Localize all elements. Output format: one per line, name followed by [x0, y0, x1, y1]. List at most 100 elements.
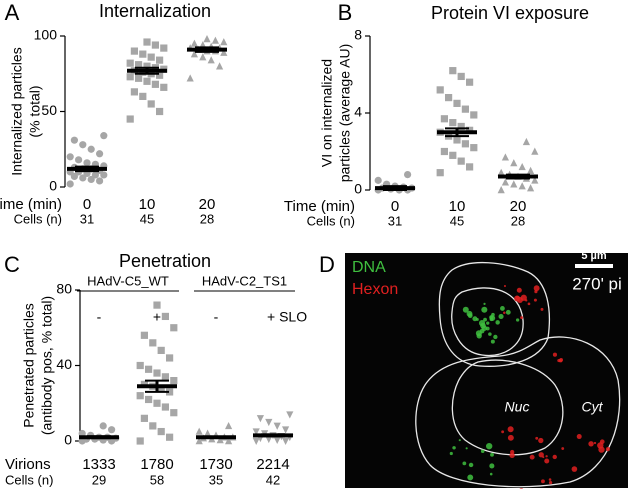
data-point [145, 365, 153, 373]
spot [472, 316, 478, 322]
data-point [75, 156, 83, 164]
category-label: - [97, 309, 102, 325]
row-value: 42 [266, 472, 280, 487]
spot [593, 441, 597, 445]
spot [483, 302, 486, 305]
y-tick-label: 0 [49, 178, 57, 194]
data-point [157, 427, 165, 436]
data-point [151, 80, 159, 88]
group-label: HAdV-C5_WT [87, 273, 169, 288]
data-point [96, 177, 104, 185]
data-point [79, 174, 87, 182]
data-point [449, 119, 457, 127]
spot [507, 426, 514, 433]
spot [548, 481, 553, 485]
fluorescent-spots [449, 284, 611, 489]
data-point [140, 331, 148, 339]
data-point [140, 414, 148, 422]
data-point [195, 427, 203, 435]
panel-letter: D [319, 252, 335, 277]
data-point [139, 50, 147, 58]
data-point [143, 62, 151, 70]
data-point [440, 115, 448, 123]
row-value: 10 [449, 198, 466, 215]
group-points [66, 132, 108, 188]
group-points [436, 67, 478, 177]
y-tick-label: 0 [354, 181, 362, 197]
data-point [216, 436, 224, 444]
data-point [99, 422, 107, 430]
spot [529, 454, 535, 460]
y-axis-label: Penetrated particles [21, 303, 37, 428]
y-tick-label: 0 [64, 432, 72, 448]
channel-label: Hexon [352, 281, 398, 298]
spot [509, 452, 515, 459]
data-point [273, 422, 281, 430]
spot [481, 306, 488, 313]
data-point [126, 115, 134, 123]
spot [483, 317, 487, 322]
data-point [510, 159, 518, 167]
spot [527, 302, 531, 306]
y-axis-label: VI on internalized [319, 59, 335, 167]
data-point [143, 38, 151, 46]
scale-bar-label: 5 µm [581, 250, 607, 262]
data-point [440, 147, 448, 156]
data-point [252, 437, 260, 445]
spot [467, 474, 474, 481]
y-tick-label: 100 [34, 27, 58, 43]
spot [468, 462, 474, 468]
data-point [457, 157, 465, 165]
data-point [466, 163, 474, 171]
data-point [147, 53, 155, 61]
category-label: + SLO [267, 309, 307, 325]
row-value: 28 [511, 213, 525, 228]
y-tick-label: 50 [41, 102, 57, 118]
group-points [126, 38, 168, 123]
spot [485, 442, 493, 450]
spot [552, 454, 557, 460]
data-point [79, 141, 87, 149]
data-point [220, 38, 228, 46]
data-point [157, 346, 165, 354]
spot [449, 451, 453, 456]
row-value: 35 [209, 472, 223, 487]
spot [552, 352, 558, 357]
spot [544, 458, 550, 464]
data-point [282, 437, 290, 445]
data-point [66, 180, 74, 188]
spot [503, 311, 506, 314]
data-point [135, 61, 143, 69]
data-point [166, 388, 174, 396]
data-point [286, 411, 294, 419]
data-point [149, 339, 157, 347]
y-axis-label: (antibody pos, % total) [39, 296, 55, 435]
data-point [166, 433, 174, 441]
spot [542, 456, 545, 459]
data-point [203, 35, 211, 43]
data-point [83, 159, 91, 167]
data-point [531, 176, 539, 184]
spot [489, 472, 493, 476]
data-point [207, 56, 215, 64]
data-point [136, 361, 144, 370]
group-points [78, 422, 120, 445]
data-point [96, 150, 104, 158]
data-point [436, 169, 444, 177]
spot [489, 463, 495, 469]
row-value: 20 [199, 196, 216, 213]
panel-letter: B [338, 0, 353, 25]
data-point [151, 41, 159, 49]
data-point [166, 354, 174, 362]
row-label: Cells (n) [14, 211, 62, 226]
spot [533, 298, 537, 302]
row-label: Virions [5, 456, 51, 473]
spot [458, 439, 461, 442]
y-tick-label: 4 [354, 104, 362, 120]
row-value: 58 [150, 472, 164, 487]
data-point [445, 94, 453, 102]
data-point [436, 86, 444, 94]
data-point [199, 53, 207, 61]
data-point [211, 36, 219, 44]
data-point [170, 409, 178, 417]
